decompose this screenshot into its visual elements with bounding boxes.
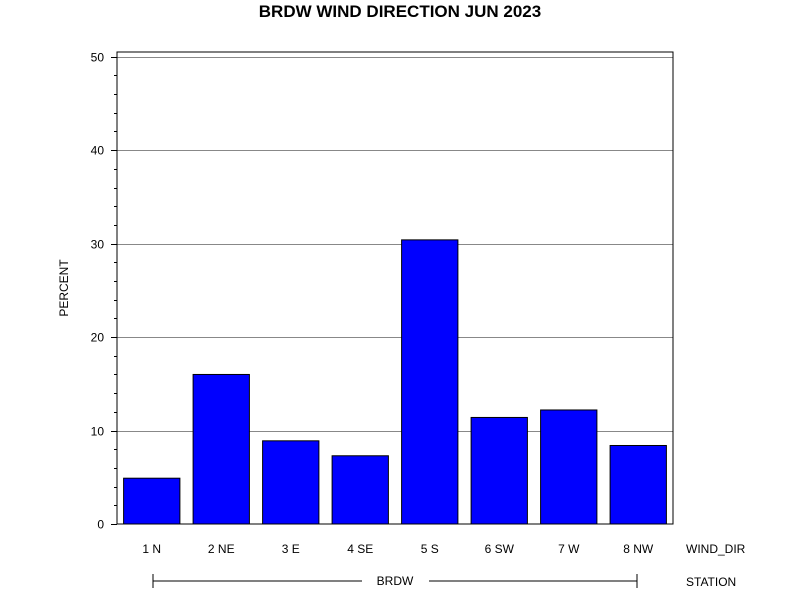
y-tick-label: 10 bbox=[91, 425, 105, 439]
bar-3-e bbox=[262, 440, 320, 525]
x-tick-label: 8 NW bbox=[623, 542, 654, 556]
y-tick-label: 0 bbox=[97, 518, 104, 532]
x-tick-label: 2 NE bbox=[208, 542, 235, 556]
group-axis-label: STATION bbox=[686, 575, 736, 589]
x-tick-label: 5 S bbox=[421, 542, 439, 556]
y-tick-label: 40 bbox=[91, 144, 105, 158]
x-axis-label: WIND_DIR bbox=[686, 542, 746, 556]
bar-8-nw bbox=[609, 444, 667, 525]
y-tick-label: 20 bbox=[91, 331, 105, 345]
y-axis-label: PERCENT bbox=[57, 259, 71, 317]
bar-2-ne bbox=[192, 373, 250, 525]
x-tick-label: 6 SW bbox=[485, 542, 515, 556]
x-tick-label: 3 E bbox=[282, 542, 300, 556]
y-tick-label: 30 bbox=[91, 238, 105, 252]
x-tick-label: 7 W bbox=[558, 542, 580, 556]
bar-5-s bbox=[401, 239, 459, 525]
bar-6-sw bbox=[470, 416, 528, 525]
bar-7-w bbox=[540, 409, 598, 525]
chart-title: BRDW WIND DIRECTION JUN 2023 bbox=[259, 2, 541, 21]
x-tick-label: 4 SE bbox=[347, 542, 373, 556]
y-axis-ticks: 0 10 20 30 40 50 bbox=[91, 51, 117, 532]
y-tick-label: 50 bbox=[91, 51, 105, 65]
bar-1-n bbox=[123, 477, 181, 525]
x-axis-category-labels: 1 N 2 NE 3 E 4 SE 5 S 6 SW 7 W 8 NW bbox=[142, 542, 654, 556]
x-tick-label: 1 N bbox=[142, 542, 161, 556]
group-label: BRDW bbox=[377, 574, 414, 588]
plot-frame bbox=[116, 51, 674, 525]
bars bbox=[123, 239, 667, 525]
bar-4-se bbox=[331, 455, 389, 525]
